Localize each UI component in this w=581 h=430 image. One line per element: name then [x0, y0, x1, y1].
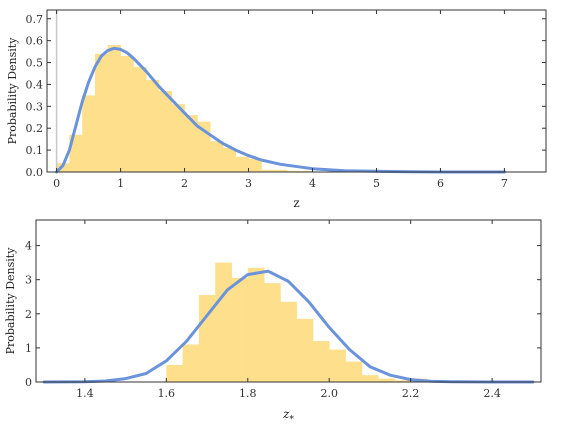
x-tick-label: 1.6: [158, 387, 176, 400]
top-density-curve: [55, 46, 506, 174]
histogram-bar-6: [264, 283, 281, 382]
histogram-bar-5: [120, 55, 134, 172]
histogram-bar-6: [133, 66, 147, 172]
y-tick-label: 0.6: [26, 35, 44, 48]
histogram-bar-10: [329, 349, 346, 382]
histogram-bar-0: [166, 364, 184, 382]
histogram-bar-2: [198, 295, 216, 382]
histogram-bar-3: [94, 53, 109, 172]
y-tick-label: 0.3: [26, 100, 44, 113]
top-axis-ticks: 0 1 2 3 4 5 6 7 0.0 0.1 0.2 0.3 0.4 0.5 0.6 0.7: [26, 10, 546, 190]
bottom-histogram-panel: 1.4 1.6 1.8 2.0 2.2 2.4 0 1 2 3 4 z* Probability D…: [4, 219, 542, 425]
histogram-bar-8: [158, 91, 173, 172]
x-tick-label: 5: [373, 177, 380, 190]
bottom-density-curve: [42, 269, 535, 384]
top-histogram-bars: [56, 45, 313, 173]
y-tick-label: 0: [25, 376, 32, 389]
histogram-bar-12: [210, 141, 224, 172]
histogram-bar-5: [247, 267, 265, 382]
histogram-bar-3: [215, 262, 232, 382]
histogram-bar-13: [378, 378, 395, 382]
top-x-axis-label: z: [293, 196, 299, 210]
top-plot-frame: [46, 9, 547, 173]
x-tick-label: 2: [181, 177, 188, 190]
histogram-bar-7: [146, 80, 160, 172]
histogram-bar-11: [345, 361, 363, 382]
histogram-bar-7: [280, 301, 298, 382]
histogram-bar-1: [69, 134, 83, 172]
bottom-x-axis-label-subscript: *: [289, 415, 294, 425]
histogram-bar-17: [274, 169, 288, 172]
histogram-bar-18: [286, 170, 301, 172]
histogram-bar-1: [182, 344, 200, 382]
histogram-bar-8: [296, 318, 314, 382]
x-tick-label: 1.4: [76, 387, 94, 400]
x-tick-label: 6: [437, 177, 444, 190]
histogram-bar-13: [222, 147, 237, 172]
y-tick-label: 0.0: [26, 166, 44, 179]
histogram-bar-19: [299, 170, 313, 172]
bottom-x-axis-label-main: z: [282, 407, 290, 421]
y-tick-label: 4: [25, 240, 32, 253]
x-tick-label: 1.8: [239, 387, 257, 400]
y-tick-label: 2: [25, 308, 32, 321]
x-tick-label: 1: [117, 177, 124, 190]
bottom-y-axis-label: Probability Density: [4, 247, 17, 355]
x-tick-label: 2.4: [483, 387, 501, 400]
histogram-bar-14: [394, 380, 412, 382]
histogram-bar-15: [248, 158, 262, 172]
y-tick-label: 0.4: [26, 78, 44, 91]
x-tick-label: 2.0: [320, 387, 338, 400]
histogram-bar-9: [171, 104, 185, 172]
histogram-bar-4: [231, 277, 249, 382]
bottom-plot-frame: [35, 219, 542, 383]
bottom-x-axis-label: z*: [282, 407, 294, 425]
histogram-bar-2: [82, 95, 96, 172]
x-tick-label: 2.2: [402, 387, 420, 400]
histogram-bar-9: [312, 341, 330, 382]
histogram-bar-4: [107, 45, 121, 173]
y-tick-label: 1: [25, 342, 32, 355]
y-tick-label: 3: [25, 274, 32, 287]
x-tick-label: 3: [245, 177, 252, 190]
bottom-histogram-bars: [166, 262, 509, 382]
top-histogram-panel: 0 1 2 3 4 5 6 7 0.0 0.1 0.2 0.3 0.4 0.5 0.6 0.7 z Proba…: [6, 9, 547, 210]
bottom-axis-ticks: 1.4 1.6 1.8 2.0 2.2 2.4 0 1 2 3 4: [25, 220, 541, 400]
histogram-bar-16: [261, 169, 275, 172]
top-y-axis-label: Probability Density: [6, 37, 19, 145]
y-tick-label: 0.5: [26, 57, 44, 70]
histogram-bar-0: [56, 163, 70, 172]
histogram-bar-14: [235, 156, 249, 172]
histogram-bar-12: [361, 375, 379, 382]
y-tick-label: 0.1: [26, 144, 44, 157]
x-tick-label: 0: [53, 177, 60, 190]
histogram-bar-10: [184, 115, 198, 172]
x-tick-label: 7: [501, 177, 508, 190]
x-tick-label: 4: [309, 177, 316, 190]
y-tick-label: 0.2: [26, 122, 44, 135]
y-tick-label: 0.7: [26, 13, 44, 26]
